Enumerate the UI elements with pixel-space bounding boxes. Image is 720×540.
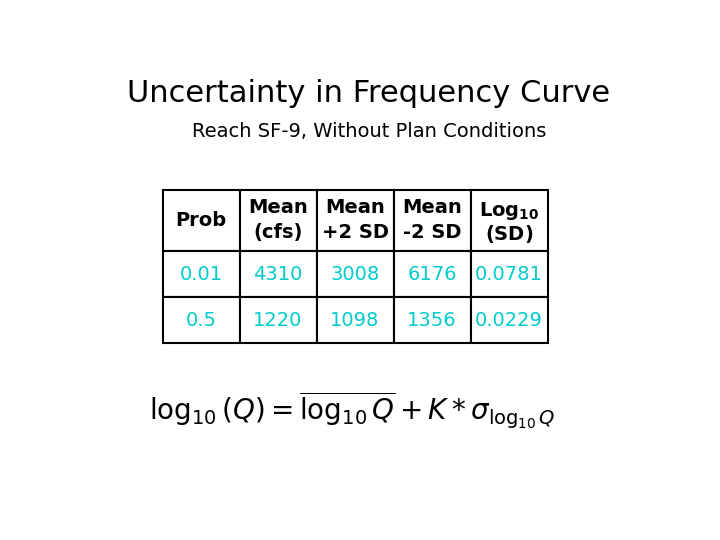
Text: 1356: 1356 (408, 311, 457, 330)
Bar (163, 297, 240, 343)
Text: 3008: 3008 (330, 265, 379, 284)
Text: 0.5: 0.5 (186, 311, 217, 330)
Bar (240, 251, 317, 297)
Text: 6176: 6176 (408, 265, 456, 284)
Text: Prob: Prob (176, 211, 227, 230)
Bar (394, 297, 471, 343)
Bar (163, 251, 240, 297)
Text: Uncertainty in Frequency Curve: Uncertainty in Frequency Curve (127, 79, 611, 109)
Bar (471, 251, 547, 297)
Bar (471, 297, 547, 343)
Text: 1220: 1220 (253, 311, 302, 330)
Text: Mean
(cfs): Mean (cfs) (248, 198, 308, 242)
Bar (163, 190, 240, 251)
Text: $\mathbf{(SD)}$: $\mathbf{(SD)}$ (485, 223, 534, 245)
Text: $\log_{10}(Q) = \overline{\log_{10} Q} + K * \sigma_{\log_{10} Q}$: $\log_{10}(Q) = \overline{\log_{10} Q} +… (149, 389, 556, 431)
Text: 0.0229: 0.0229 (475, 311, 543, 330)
Text: 0.01: 0.01 (179, 265, 222, 284)
Bar (471, 190, 547, 251)
Text: Mean
-2 SD: Mean -2 SD (402, 198, 462, 242)
Text: Reach SF-9, Without Plan Conditions: Reach SF-9, Without Plan Conditions (192, 122, 546, 141)
Bar (317, 251, 394, 297)
Text: $\mathbf{Log_{10}}$: $\mathbf{Log_{10}}$ (479, 200, 539, 222)
Bar (240, 297, 317, 343)
Text: 1098: 1098 (330, 311, 379, 330)
Bar (394, 251, 471, 297)
Bar (394, 190, 471, 251)
Bar (317, 297, 394, 343)
Text: Mean
+2 SD: Mean +2 SD (322, 198, 389, 242)
Text: 4310: 4310 (253, 265, 302, 284)
Bar (317, 190, 394, 251)
Text: 0.0781: 0.0781 (475, 265, 543, 284)
Bar (240, 190, 317, 251)
